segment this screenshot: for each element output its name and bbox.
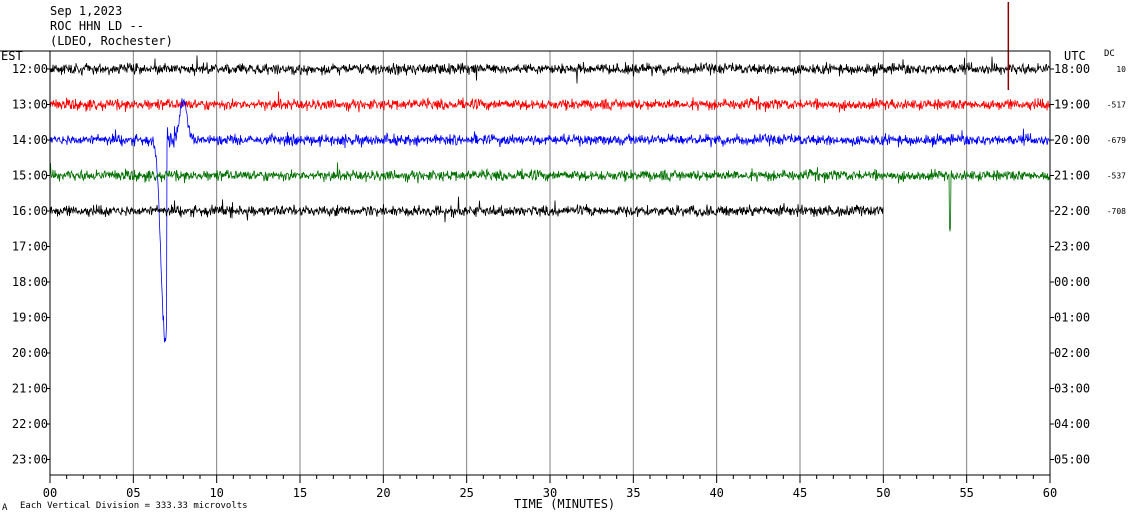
est-hour-label: 17:00 xyxy=(12,240,48,254)
x-tick-label: 50 xyxy=(876,486,890,500)
axes: 00 05 10 15 20 25 30 35 40 45 50 55 60 12:00 18:00 13:0… xyxy=(0,50,1126,500)
dc-offset-value: -679 xyxy=(1107,136,1126,145)
trace-row-1 xyxy=(49,91,1051,113)
est-hour-label: 16:00 xyxy=(12,204,48,218)
est-hour-label: 14:00 xyxy=(12,133,48,147)
x-tick-label: 25 xyxy=(459,486,473,500)
x-tick-label: 30 xyxy=(543,486,557,500)
est-hour-label: 18:00 xyxy=(12,275,48,289)
est-hour-label: 12:00 xyxy=(12,62,48,76)
est-hour-label: 20:00 xyxy=(12,346,48,360)
seismic-traces xyxy=(49,2,1051,343)
utc-hour-label: 02:00 xyxy=(1054,346,1090,360)
est-hour-label: 15:00 xyxy=(12,169,48,183)
x-tick-label: 10 xyxy=(209,486,223,500)
dc-offset-value: 10 xyxy=(1116,65,1126,74)
est-hour-label: 21:00 xyxy=(12,382,48,396)
utc-hour-label: 20:00 xyxy=(1054,133,1090,147)
trace-row-4 xyxy=(49,196,884,223)
dc-label: DC xyxy=(1104,49,1115,59)
est-hour-label: 23:00 xyxy=(12,453,48,467)
x-tick-label: 55 xyxy=(959,486,973,500)
left-axis-label: EST xyxy=(1,49,23,63)
x-axis-label: TIME (MINUTES) xyxy=(514,497,616,511)
corner-mark: A xyxy=(2,503,8,513)
utc-hour-label: 01:00 xyxy=(1054,311,1090,325)
est-hour-label: 19:00 xyxy=(12,311,48,325)
utc-hour-label: 03:00 xyxy=(1054,382,1090,396)
trace-row-3 xyxy=(49,162,1051,232)
utc-hour-label: 18:00 xyxy=(1054,62,1090,76)
x-tick-label: 20 xyxy=(376,486,390,500)
station-name: ROC HHN LD -- xyxy=(50,19,144,33)
x-tick-label: 45 xyxy=(793,486,807,500)
utc-hour-label: 04:00 xyxy=(1054,417,1090,431)
utc-hour-label: 21:00 xyxy=(1054,169,1090,183)
network-name: (LDEO, Rochester) xyxy=(50,34,173,48)
est-hour-label: 22:00 xyxy=(12,417,48,431)
x-tick-label: 40 xyxy=(709,486,723,500)
dc-offset-value: -708 xyxy=(1107,207,1126,216)
x-tick-label: 00 xyxy=(43,486,57,500)
x-tick-label: 35 xyxy=(626,486,640,500)
utc-hour-label: 05:00 xyxy=(1054,453,1090,467)
dc-offset-value: -517 xyxy=(1107,101,1126,110)
utc-hour-label: 22:00 xyxy=(1054,204,1090,218)
scale-note: Each Vertical Division = 333.33 microvol… xyxy=(20,501,248,511)
dc-offset-value: -537 xyxy=(1107,172,1126,181)
x-tick-label: 60 xyxy=(1043,486,1057,500)
trace-row-2 xyxy=(49,98,1051,343)
x-tick-label: 15 xyxy=(293,486,307,500)
trace-row-0 xyxy=(49,55,1051,84)
utc-hour-label: 19:00 xyxy=(1054,98,1090,112)
x-tick-label: 05 xyxy=(126,486,140,500)
utc-hour-label: 00:00 xyxy=(1054,275,1090,289)
grid-lines xyxy=(132,51,968,475)
right-axis-label: UTC xyxy=(1064,49,1086,63)
est-hour-label: 13:00 xyxy=(12,98,48,112)
utc-hour-label: 23:00 xyxy=(1054,240,1090,254)
plot-date: Sep 1,2023 xyxy=(50,4,123,18)
